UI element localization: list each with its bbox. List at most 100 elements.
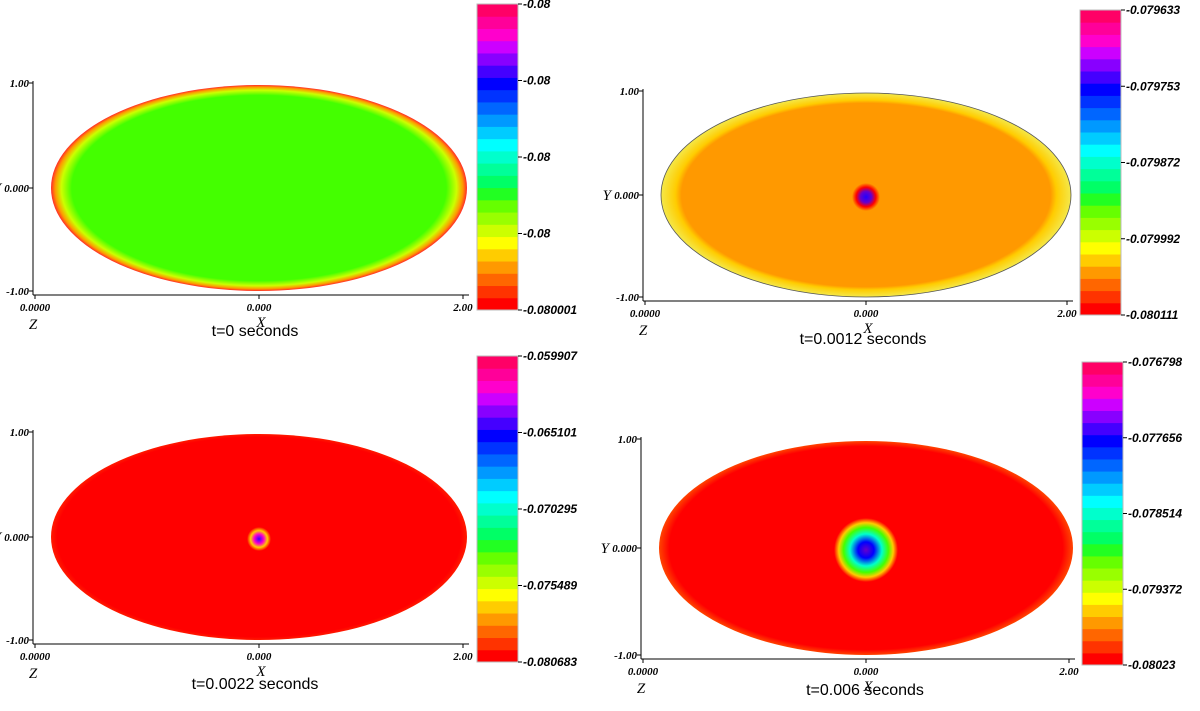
x-tick-label: 0.000 — [247, 302, 272, 314]
colorbar-band — [477, 404, 518, 418]
colorbar-band — [477, 4, 518, 17]
colorbar-label: -0.077656 — [1128, 431, 1182, 445]
colorbar-band — [477, 392, 518, 406]
colorbar-band — [1082, 580, 1123, 593]
colorbar-band — [1080, 22, 1121, 35]
colorbar-band — [477, 539, 518, 553]
colorbar-band — [1080, 278, 1121, 292]
colorbar-band — [477, 637, 518, 651]
colorbar-band — [477, 212, 518, 225]
y-axis-label: Y — [0, 530, 3, 546]
colorbar-band — [1080, 83, 1121, 96]
colorbar-band — [1080, 119, 1121, 133]
colorbar-label: -0.08 — [523, 150, 551, 164]
caption: t=0.0012 seconds — [800, 331, 927, 348]
colorbar-band — [477, 150, 518, 164]
colorbar-band — [477, 16, 518, 29]
colorbar-band — [1082, 386, 1123, 399]
colorbar-band — [477, 453, 518, 467]
colorbar-band — [1080, 290, 1121, 304]
colorbar-band — [477, 273, 518, 287]
colorbar-band — [477, 199, 518, 213]
y-tick-label: -1.00 — [6, 286, 29, 298]
x-tick-label: 2.00 — [1058, 666, 1079, 678]
colorbar-band — [477, 248, 518, 262]
colorbar-band — [477, 138, 518, 152]
colorbar-band — [477, 429, 518, 443]
y-axis-label: Y — [603, 188, 613, 204]
colorbar-label: -0.080111 — [1126, 308, 1179, 322]
colorbar-band — [477, 28, 518, 42]
colorbar-band — [1082, 471, 1123, 484]
field-spot — [247, 527, 271, 551]
z-axis-label: Z — [637, 681, 646, 697]
colorbar-band — [1080, 241, 1121, 255]
x-tick-label: 2.00 — [452, 302, 473, 314]
colorbar-band — [477, 77, 518, 91]
colorbar-band — [477, 224, 518, 238]
field-plot — [51, 85, 467, 291]
colorbar-band — [1082, 592, 1123, 605]
x-axis-label: X — [255, 315, 266, 331]
colorbar-label: -0.08 — [523, 74, 551, 88]
colorbar-band — [1080, 229, 1121, 243]
colorbar-band — [477, 297, 518, 311]
y-tick-label: -1.00 — [614, 650, 637, 662]
x-tick-label: 0.000 — [247, 651, 272, 663]
caption: t=0 seconds — [212, 323, 299, 340]
colorbar-band — [1082, 410, 1123, 424]
x-tick-label: 0.0000 — [628, 666, 659, 678]
y-tick-label: -1.00 — [6, 635, 29, 647]
colorbar-label: -0.075489 — [523, 579, 577, 593]
colorbar-band — [477, 368, 518, 381]
colorbar-band — [477, 564, 518, 577]
colorbar-band — [477, 356, 518, 369]
colorbar-band — [1082, 507, 1123, 521]
x-tick-label: 0.000 — [854, 308, 879, 320]
colorbar-band — [1082, 434, 1123, 448]
colorbar-band — [1082, 422, 1123, 436]
colorbar-band — [1080, 34, 1121, 48]
y-axis-label: Y — [601, 541, 611, 557]
colorbar-band — [477, 101, 518, 115]
colorbar-band — [477, 40, 518, 54]
colorbar-band — [1080, 254, 1121, 267]
colorbar-band — [1082, 519, 1123, 533]
colorbar-band — [1080, 95, 1121, 109]
colorbar-label: -0.08023 — [1128, 658, 1176, 672]
colorbar-band — [477, 551, 518, 565]
y-tick-label: 0.000 — [614, 190, 639, 202]
y-axis-label: Y — [0, 181, 3, 197]
colorbar-band — [477, 261, 518, 274]
colorbar-band — [1080, 266, 1121, 279]
colorbar-band — [477, 441, 518, 455]
x-tick-label: 0.0000 — [20, 651, 51, 663]
colorbar-band — [477, 126, 518, 140]
x-axis-label: X — [255, 664, 266, 680]
field-spot — [852, 183, 880, 211]
y-tick-label: 1.00 — [10, 427, 30, 439]
colorbar-label: -0.065101 — [523, 426, 577, 440]
colorbar-label: -0.079872 — [1126, 156, 1180, 170]
colorbar-label: -0.070295 — [523, 502, 577, 516]
colorbar-band — [1080, 144, 1121, 157]
colorbar-band — [1082, 495, 1123, 508]
colorbar-band — [477, 65, 518, 78]
colorbar-band — [477, 649, 518, 663]
colorbar-label: -0.080683 — [523, 655, 577, 669]
colorbar-band — [1082, 640, 1123, 654]
y-tick-label: 0.000 — [4, 183, 29, 195]
colorbar-label: -0.079753 — [1126, 79, 1180, 93]
y-tick-label: -1.00 — [616, 292, 639, 304]
z-axis-label: Z — [639, 323, 648, 339]
colorbar-band — [1080, 217, 1121, 231]
colorbar-band — [1080, 71, 1121, 84]
colorbar-band — [1082, 446, 1123, 460]
colorbar-label: -0.079633 — [1126, 3, 1180, 17]
colorbar-band — [477, 285, 518, 299]
colorbar-band — [477, 417, 518, 430]
colorbar-band — [1080, 132, 1121, 145]
colorbar-band — [477, 502, 518, 516]
